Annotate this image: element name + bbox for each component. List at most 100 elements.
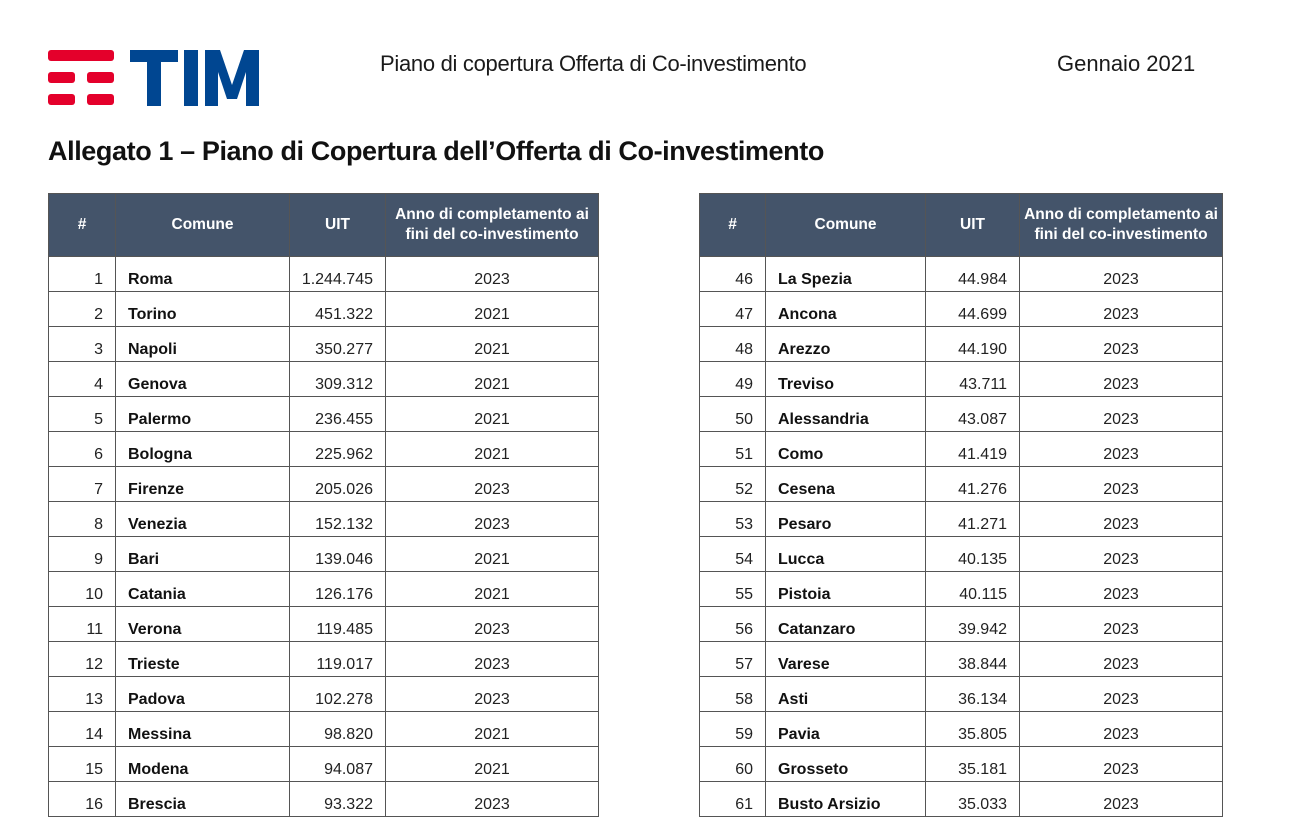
- row-number: 47: [699, 291, 766, 327]
- row-number: 61: [699, 781, 766, 817]
- row-number: 14: [48, 711, 116, 747]
- comune-name: Varese: [765, 641, 926, 677]
- completion-year: 2023: [385, 781, 599, 817]
- table-row: 8 Venezia 152.132 2023: [48, 501, 599, 537]
- uit-value: 309.312: [289, 361, 386, 397]
- comune-name: Napoli: [115, 326, 290, 362]
- uit-value: 36.134: [925, 676, 1020, 712]
- comune-name: Trieste: [115, 641, 290, 677]
- row-number: 11: [48, 606, 116, 642]
- table-row: 10 Catania 126.176 2021: [48, 571, 599, 607]
- table-row: 2 Torino 451.322 2021: [48, 291, 599, 327]
- comune-name: Modena: [115, 746, 290, 782]
- column-header-anno: Anno di completamento ai fini del co-inv…: [1019, 193, 1223, 257]
- table-row: 6 Bologna 225.962 2021: [48, 431, 599, 467]
- table-row: 11 Verona 119.485 2023: [48, 606, 599, 642]
- row-number: 5: [48, 396, 116, 432]
- table-row: 7 Firenze 205.026 2023: [48, 466, 599, 502]
- uit-value: 225.962: [289, 431, 386, 467]
- table-row: 49 Treviso 43.711 2023: [699, 361, 1223, 397]
- uit-value: 205.026: [289, 466, 386, 502]
- comune-name: Venezia: [115, 501, 290, 537]
- comune-name: Pistoia: [765, 571, 926, 607]
- completion-year: 2023: [385, 501, 599, 537]
- row-number: 2: [48, 291, 116, 327]
- row-number: 51: [699, 431, 766, 467]
- row-number: 57: [699, 641, 766, 677]
- uit-value: 44.190: [925, 326, 1020, 362]
- completion-year: 2023: [1019, 641, 1223, 677]
- uit-value: 39.942: [925, 606, 1020, 642]
- comune-name: Bologna: [115, 431, 290, 467]
- uit-value: 94.087: [289, 746, 386, 782]
- comune-name: Cesena: [765, 466, 926, 502]
- table-row: 9 Bari 139.046 2021: [48, 536, 599, 572]
- completion-year: 2023: [1019, 536, 1223, 572]
- comune-name: Palermo: [115, 396, 290, 432]
- comune-name: Genova: [115, 361, 290, 397]
- table-row: 50 Alessandria 43.087 2023: [699, 396, 1223, 432]
- completion-year: 2023: [1019, 606, 1223, 642]
- column-header-comune: Comune: [765, 193, 926, 257]
- row-number: 49: [699, 361, 766, 397]
- uit-value: 139.046: [289, 536, 386, 572]
- uit-value: 35.805: [925, 711, 1020, 747]
- comune-name: Firenze: [115, 466, 290, 502]
- uit-value: 40.115: [925, 571, 1020, 607]
- column-header-comune: Comune: [115, 193, 290, 257]
- document-date: Gennaio 2021: [1057, 51, 1196, 76]
- completion-year: 2021: [385, 571, 599, 607]
- completion-year: 2021: [385, 291, 599, 327]
- completion-year: 2021: [385, 536, 599, 572]
- row-number: 56: [699, 606, 766, 642]
- page-title: Allegato 1 – Piano di Copertura dell’Off…: [48, 136, 824, 166]
- comune-name: Asti: [765, 676, 926, 712]
- uit-value: 44.699: [925, 291, 1020, 327]
- completion-year: 2023: [1019, 431, 1223, 467]
- row-number: 15: [48, 746, 116, 782]
- row-number: 1: [48, 256, 116, 292]
- comune-name: Bari: [115, 536, 290, 572]
- completion-year: 2021: [385, 396, 599, 432]
- column-header-uit: UIT: [925, 193, 1020, 257]
- table-row: 13 Padova 102.278 2023: [48, 676, 599, 712]
- comune-name: Lucca: [765, 536, 926, 572]
- coverage-table-right: # Comune UIT Anno di completamento ai fi…: [699, 193, 1223, 817]
- table-row: 51 Como 41.419 2023: [699, 431, 1223, 467]
- completion-year: 2023: [385, 256, 599, 292]
- uit-value: 119.017: [289, 641, 386, 677]
- document-subtitle: Piano di copertura Offerta di Co-investi…: [380, 51, 807, 76]
- column-header-uit: UIT: [289, 193, 386, 257]
- completion-year: 2021: [385, 431, 599, 467]
- completion-year: 2023: [385, 641, 599, 677]
- uit-value: 35.181: [925, 746, 1020, 782]
- table-row: 55 Pistoia 40.115 2023: [699, 571, 1223, 607]
- row-number: 53: [699, 501, 766, 537]
- comune-name: Torino: [115, 291, 290, 327]
- row-number: 60: [699, 746, 766, 782]
- coverage-table-left: # Comune UIT Anno di completamento ai fi…: [48, 193, 599, 817]
- completion-year: 2023: [1019, 501, 1223, 537]
- completion-year: 2021: [385, 746, 599, 782]
- completion-year: 2023: [1019, 746, 1223, 782]
- table-row: 15 Modena 94.087 2021: [48, 746, 599, 782]
- uit-value: 126.176: [289, 571, 386, 607]
- uit-value: 43.087: [925, 396, 1020, 432]
- row-number: 13: [48, 676, 116, 712]
- row-number: 58: [699, 676, 766, 712]
- table-row: 47 Ancona 44.699 2023: [699, 291, 1223, 327]
- table-row: 54 Lucca 40.135 2023: [699, 536, 1223, 572]
- table-row: 4 Genova 309.312 2021: [48, 361, 599, 397]
- comune-name: Busto Arsizio: [765, 781, 926, 817]
- uit-value: 236.455: [289, 396, 386, 432]
- row-number: 9: [48, 536, 116, 572]
- completion-year: 2023: [1019, 291, 1223, 327]
- table-row: 12 Trieste 119.017 2023: [48, 641, 599, 677]
- comune-name: Como: [765, 431, 926, 467]
- completion-year: 2023: [1019, 466, 1223, 502]
- table-header-row: # Comune UIT Anno di completamento ai fi…: [699, 193, 1223, 257]
- uit-value: 43.711: [925, 361, 1020, 397]
- row-number: 16: [48, 781, 116, 817]
- comune-name: Verona: [115, 606, 290, 642]
- comune-name: Grosseto: [765, 746, 926, 782]
